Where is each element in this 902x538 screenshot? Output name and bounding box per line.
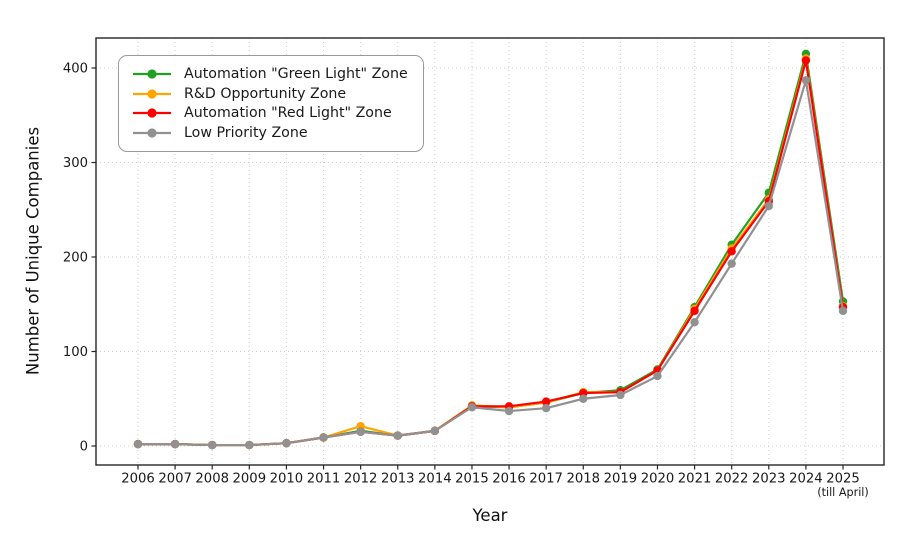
- legend-item-red-light-zone: Automation "Red Light" Zone: [131, 104, 408, 124]
- x-tick-label: 2019: [604, 472, 638, 487]
- x-tick-label: 2023: [752, 472, 786, 487]
- data-point: [541, 397, 551, 406]
- axis-ticks: [91, 67, 844, 470]
- x-tick-label: 2025: [826, 472, 860, 487]
- y-tick-label: 200: [63, 251, 88, 266]
- legend-item-green-light-zone: Automation "Green Light" Zone: [131, 64, 408, 84]
- data-point: [727, 259, 736, 268]
- data-point: [764, 201, 773, 211]
- data-point: [208, 440, 217, 450]
- legend-label: Automation "Green Light" Zone: [184, 65, 408, 82]
- x-tick-label: 2013: [381, 472, 415, 487]
- legend: Automation "Green Light" Zone R&D Opport…: [118, 55, 424, 153]
- x-tick-label: 2017: [529, 472, 563, 487]
- x-tick-label: 2020: [641, 472, 675, 487]
- x-tick-label: 2014: [418, 472, 452, 487]
- data-point: [541, 404, 551, 413]
- data-point: [579, 394, 588, 403]
- tick-labels: 2006 2007 2008 2009 2010 2011 2012 2013 2014 2015…: [63, 62, 869, 499]
- legend-line-marker-icon: [133, 89, 171, 99]
- y-tick-label: 400: [63, 62, 88, 77]
- plot-border: [95, 37, 885, 466]
- legend-label: Automation "Red Light" Zone: [184, 105, 392, 122]
- legend-line-marker-icon: [133, 108, 171, 119]
- data-point: [430, 426, 440, 436]
- data-point: [393, 431, 402, 440]
- gridlines: [96, 38, 884, 465]
- legend-label: R&D Opportunity Zone: [184, 85, 347, 102]
- x-tick-label: 2012: [344, 472, 378, 487]
- legend-label: Low Priority Zone: [184, 125, 308, 142]
- legend-item-rd-opportunity-zone: R&D Opportunity Zone: [131, 84, 408, 104]
- y-tick-label: 100: [63, 345, 88, 360]
- legend-line-marker-icon: [133, 128, 171, 138]
- data-point: [504, 406, 514, 416]
- x-tick-note: (till April): [817, 486, 869, 499]
- x-tick-label: 2016: [492, 472, 526, 487]
- data-point: [616, 390, 625, 400]
- data-point: [467, 403, 477, 412]
- x-tick-label: 2008: [195, 472, 229, 487]
- data-point: [170, 439, 180, 449]
- y-tick-label: 300: [63, 156, 88, 171]
- x-tick-label: 2006: [121, 472, 155, 487]
- x-tick-label: 2011: [307, 472, 341, 487]
- data-point: [319, 433, 328, 442]
- y-axis-title: Number of Unique Companies: [23, 126, 43, 376]
- data-point: [801, 76, 811, 85]
- series-3: [133, 76, 848, 450]
- data-point: [838, 306, 848, 316]
- x-tick-label: 2018: [566, 472, 600, 487]
- x-tick-label: 2015: [455, 472, 489, 487]
- data-point: [133, 439, 143, 449]
- data-point: [282, 438, 291, 448]
- x-tick-label: 2022: [715, 472, 749, 487]
- x-axis-title: Year: [472, 506, 508, 525]
- data-point: [801, 56, 811, 65]
- x-tick-label: 2007: [158, 472, 192, 487]
- data-point: [356, 427, 365, 437]
- x-tick-label: 2009: [233, 472, 267, 487]
- legend-line-marker-icon: [133, 69, 171, 79]
- x-tick-label: 2024: [789, 472, 823, 487]
- data-point: [690, 318, 699, 327]
- y-tick-label: 0: [80, 440, 88, 455]
- data-point: [727, 247, 736, 256]
- x-tick-label: 2010: [270, 472, 304, 487]
- data-point: [245, 440, 254, 450]
- series-line: [138, 79, 845, 447]
- data-point: [690, 306, 699, 316]
- data-point: [653, 371, 662, 381]
- x-tick-label: 2021: [678, 472, 712, 487]
- legend-item-low-priority-zone: Low Priority Zone: [131, 123, 408, 143]
